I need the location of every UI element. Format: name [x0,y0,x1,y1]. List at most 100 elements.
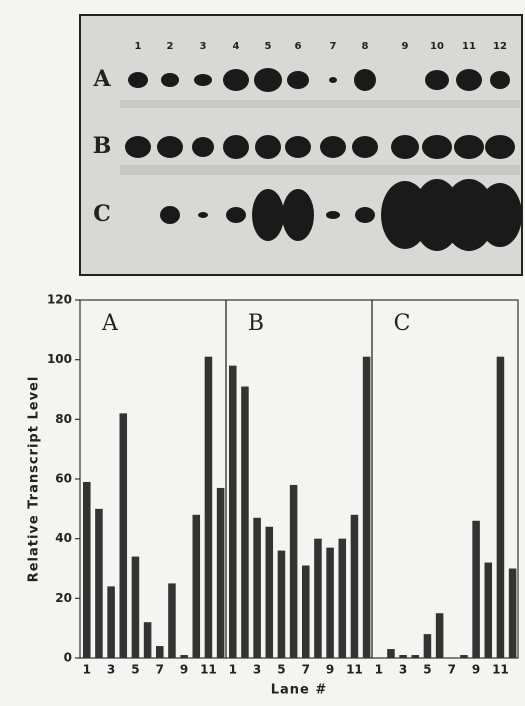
blot-band [161,73,179,87]
blot-band [326,211,340,219]
x-tick-label: 9 [180,663,188,677]
x-tick-label: 11 [346,663,363,677]
bar [144,622,152,658]
bar [290,485,298,658]
x-tick-label: 1 [229,663,237,677]
bar [363,357,371,658]
y-tick-label: 80 [55,412,72,426]
panel-frame [372,300,518,658]
bar [509,569,517,659]
lane-label: 5 [265,41,272,52]
x-tick-label: 11 [200,663,217,677]
x-tick-label: 3 [399,663,407,677]
bar [193,515,201,658]
y-tick-label: 120 [47,293,72,307]
panel-label: C [394,311,411,336]
bar [485,563,493,658]
blot-band [157,136,183,158]
blot-band [255,135,281,159]
x-tick-label: 5 [131,663,139,677]
x-tick-label: 1 [83,663,91,677]
y-tick-label: 40 [55,531,72,545]
x-tick-label: 9 [326,663,334,677]
bar [241,387,249,658]
blot-band [354,69,376,91]
bar [399,655,407,658]
blot-band [120,100,520,108]
row-label: B [93,133,112,159]
bar [387,649,395,658]
bar [266,527,274,658]
blot-band [128,72,148,88]
x-tick-label: 3 [107,663,115,677]
chart: A 0 20 40 60 80 100 120 Relative Transcript Leve… [27,293,519,698]
bar [436,613,444,658]
blot-band [454,135,484,159]
blot-band [254,68,282,92]
x-tick-label: 3 [253,663,261,677]
blot-band [223,135,249,159]
bar [412,655,420,658]
blot-band [456,69,482,91]
panel-label: A [101,311,119,336]
blot-band [329,77,337,83]
row-label: A [92,66,111,92]
x-tick-label: 9 [472,663,480,677]
lane-label: 4 [233,41,240,52]
x-tick-label: 7 [156,663,164,677]
blot-band [287,71,309,89]
bar [120,413,128,658]
bar [351,515,359,658]
lane-label: 1 [135,41,142,52]
y-tick-label: 0 [64,651,72,665]
blot-band [282,189,314,241]
blot-band [226,207,246,223]
figure: 123456789101112ABC A020406080100120Relat… [0,0,525,706]
lane-label: 2 [167,41,174,52]
bar [278,551,286,658]
blot-band [192,137,214,157]
panel-label: B [248,311,264,336]
lane-label: 11 [462,41,476,52]
blot-band [355,207,375,223]
bar [326,548,334,658]
blot-band [194,74,212,86]
bar [180,655,188,658]
blot-band [125,136,151,158]
blot-band [320,136,346,158]
blot-band [478,183,522,247]
blot-band [391,135,419,159]
bar [339,539,347,658]
y-tick-label: 100 [47,352,72,366]
y-tick-label: 60 [55,472,72,486]
lane-label: 12 [493,41,507,52]
x-tick-label: 7 [302,663,310,677]
bar [424,634,432,658]
blot-band [160,206,180,224]
bar [95,509,103,658]
blot-band [120,165,520,175]
lane-label: 9 [402,41,409,52]
lane-label: 3 [200,41,207,52]
x-tick-label: 1 [375,663,383,677]
blot-band [285,136,311,158]
bar [217,488,225,658]
bar [314,539,322,658]
bar [205,357,213,658]
blot-band [252,189,284,241]
bar [156,646,164,658]
bar [302,566,310,658]
y-tick-label: 20 [55,591,72,605]
blot-band [485,135,515,159]
blot-band [352,136,378,158]
bar [229,366,237,658]
x-tick-label: 5 [423,663,431,677]
x-axis-label: Lane # [271,683,328,698]
lane-label: 7 [330,41,337,52]
x-tick-label: 7 [448,663,456,677]
y-axis-label: Relative Transcript Level [27,376,42,583]
bar [253,518,261,658]
bar [497,357,505,658]
bar [472,521,480,658]
bar [83,482,91,658]
